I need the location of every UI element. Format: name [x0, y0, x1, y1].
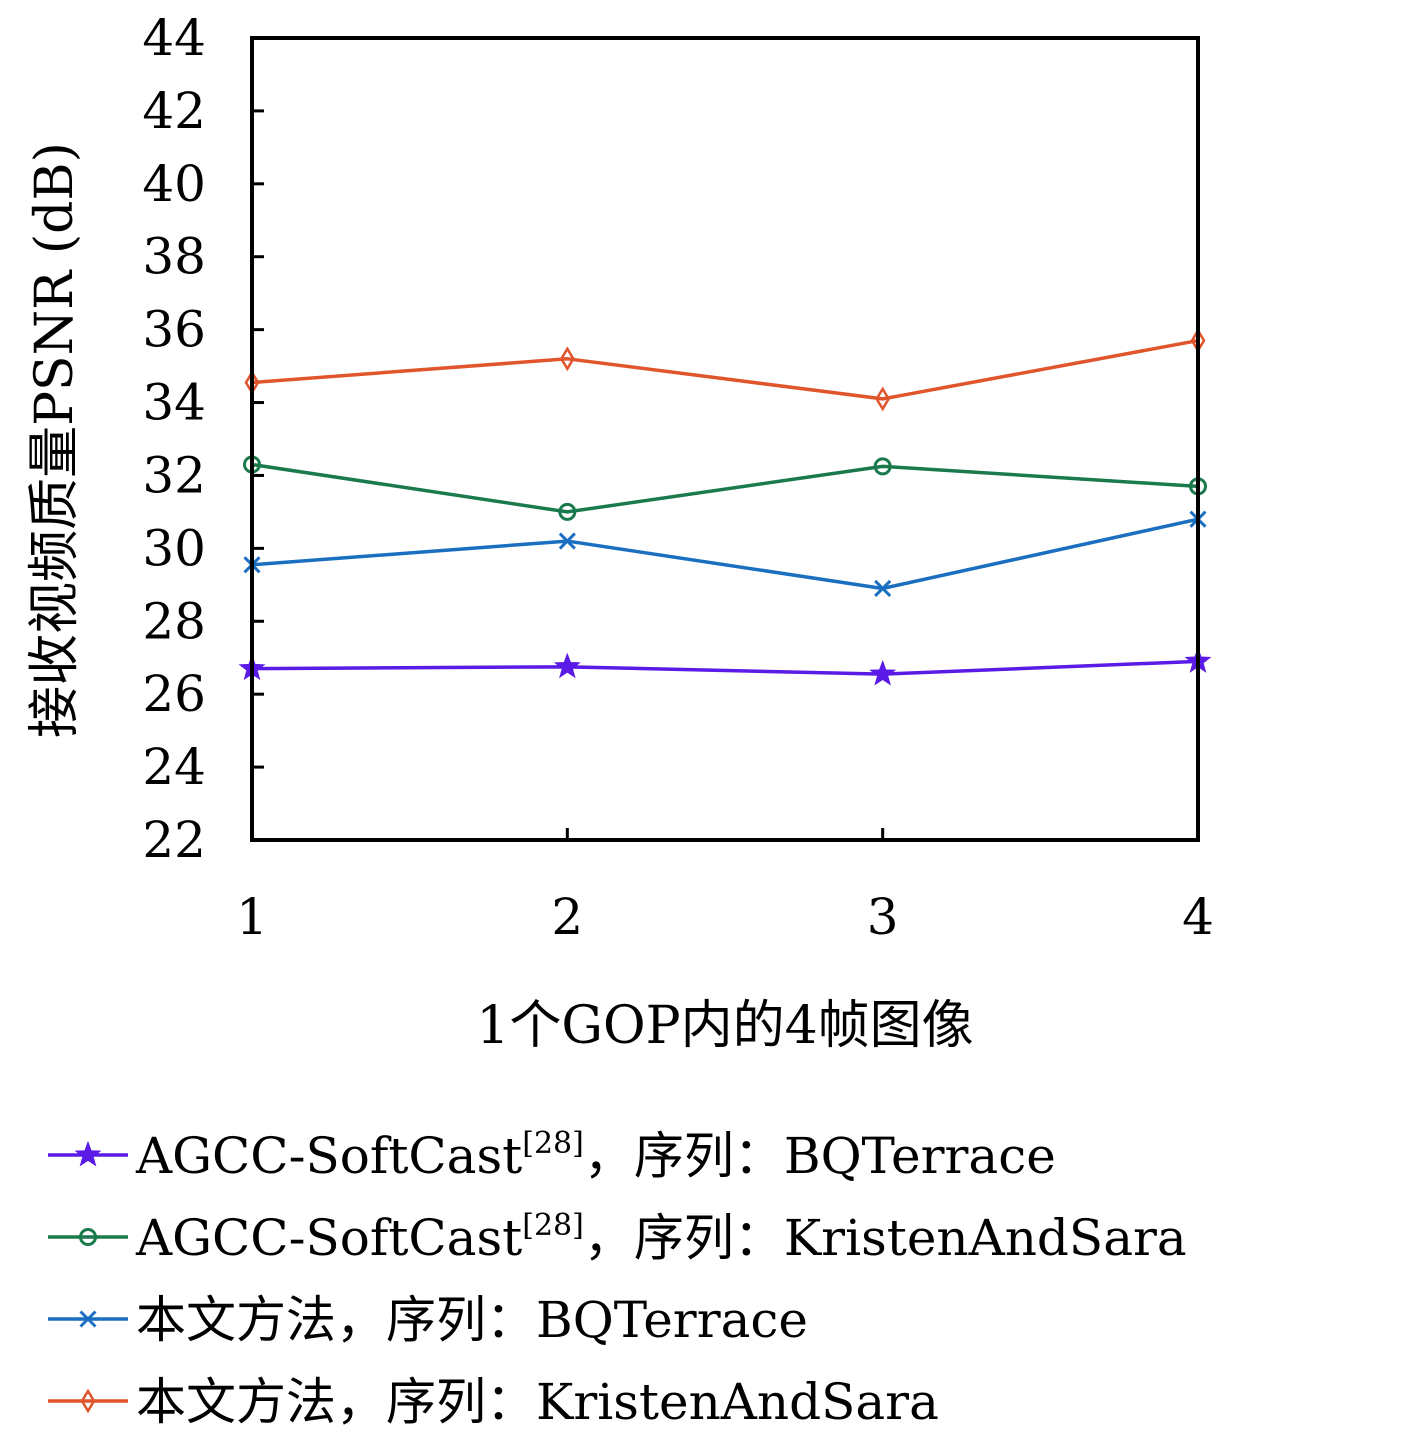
legend-label-main: 本文方法，序列：BQTerrace [136, 1291, 808, 1349]
y-tick-label: 22 [142, 811, 206, 869]
series-line-1 [251, 659, 1199, 676]
legend-label-main: AGCC-SoftCast [135, 1209, 522, 1267]
legend-label-rest: ，序列：BQTerrace [584, 1127, 1056, 1185]
x-tick-label: 4 [1182, 888, 1214, 946]
x-tick-label: 2 [551, 888, 583, 946]
legend-entry-4: 本文方法，序列：KristenAndSara [48, 1373, 939, 1431]
legend-label: AGCC-SoftCast[28]，序列：KristenAndSara [135, 1208, 1187, 1267]
data-point-4-2 [559, 346, 575, 372]
legend-label-main: AGCC-SoftCast [135, 1127, 522, 1185]
x-axis-title: 1个GOP内的4帧图像 [476, 996, 973, 1056]
data-point-1-2 [553, 652, 581, 679]
legend-label-main: 本文方法，序列：KristenAndSara [136, 1373, 939, 1431]
y-tick-label: 40 [142, 155, 206, 213]
legend-swatch-marker [80, 1388, 96, 1414]
y-tick-label: 36 [142, 301, 206, 359]
legend-swatch-marker [79, 1228, 97, 1246]
y-tick-label: 44 [142, 9, 206, 67]
series-3 [243, 510, 1207, 598]
legend-swatch-marker [79, 1310, 97, 1328]
x-tick-label: 3 [867, 888, 899, 946]
legend-label-citation: [28] [522, 1208, 584, 1243]
series-4 [244, 328, 1206, 412]
legend-label-rest: ，序列：KristenAndSara [584, 1209, 1187, 1267]
legend-swatch-marker [74, 1140, 102, 1167]
legend-label: 本文方法，序列：KristenAndSara [136, 1373, 939, 1431]
y-tick-label: 34 [142, 374, 206, 432]
y-axis-title: 接收视频质量PSNR (dB) [25, 142, 85, 738]
y-tick-label: 42 [142, 82, 206, 140]
plot-area [238, 328, 1212, 686]
y-tick-label: 26 [142, 665, 206, 723]
y-tick-label: 28 [142, 592, 206, 650]
legend-label: AGCC-SoftCast[28]，序列：BQTerrace [135, 1126, 1056, 1185]
data-point-3-2 [558, 532, 576, 550]
legend-entry-2: AGCC-SoftCast[28]，序列：KristenAndSara [48, 1208, 1187, 1267]
data-point-2-3 [873, 457, 892, 476]
series-line-2 [251, 462, 1199, 514]
y-tick-label: 38 [142, 228, 206, 286]
legend-entry-3: 本文方法，序列：BQTerrace [48, 1291, 808, 1349]
series-line-4 [251, 338, 1199, 401]
series-line-3 [251, 517, 1199, 591]
data-point-2-2 [558, 502, 577, 521]
legend: AGCC-SoftCast[28]，序列：BQTerraceAGCC-SoftC… [48, 1126, 1187, 1431]
data-point-4-3 [875, 386, 891, 412]
plot-frame [250, 36, 1200, 842]
data-point-1-3 [869, 659, 897, 686]
y-tick-label: 32 [142, 446, 206, 504]
legend-label-citation: [28] [522, 1126, 584, 1161]
legend-entry-1: AGCC-SoftCast[28]，序列：BQTerrace [48, 1126, 1056, 1185]
series-2 [243, 455, 1207, 521]
legend-label: 本文方法，序列：BQTerrace [136, 1291, 808, 1349]
x-tick-label: 1 [236, 888, 268, 946]
series-1 [238, 647, 1212, 686]
data-point-3-3 [874, 579, 892, 598]
y-tick-label: 30 [142, 519, 206, 577]
y-tick-label: 24 [142, 738, 206, 796]
